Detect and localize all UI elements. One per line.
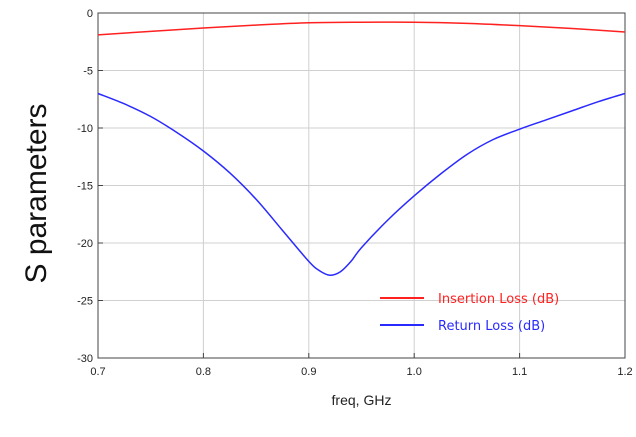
legend: Insertion Loss (dB) Return Loss (dB): [380, 292, 559, 334]
x-axis-ticks: 0.7 0.8 0.9 1.0 1.1 1.2: [90, 353, 633, 378]
legend-label: Insertion Loss (dB): [438, 292, 559, 307]
y-tick-label: -20: [77, 238, 93, 250]
grid: [98, 13, 625, 358]
x-tick-label: 0.9: [301, 366, 316, 378]
y-tick-label: -5: [83, 66, 93, 78]
y-axis-label: S parameters: [20, 103, 53, 283]
y-tick-label: -15: [77, 181, 93, 193]
x-tick-label: 0.8: [196, 366, 211, 378]
legend-label: Return Loss (dB): [438, 319, 545, 334]
return-loss-line: [97, 92, 626, 276]
x-tick-label: 1.2: [617, 366, 632, 378]
y-tick-label: -10: [77, 123, 93, 135]
insertion-loss-line: [97, 21, 626, 36]
x-axis-label: freq, GHz: [332, 392, 392, 408]
y-tick-label: -30: [77, 353, 93, 365]
series-lines: [97, 21, 626, 276]
x-tick-label: 0.7: [90, 366, 105, 378]
y-tick-label: -25: [77, 296, 93, 308]
y-tick-label: 0: [87, 8, 93, 20]
x-tick-label: 1.0: [407, 366, 422, 378]
x-tick-label: 1.1: [512, 366, 527, 378]
y-axis-ticks: 0 -5 -10 -15 -20 -25 -30: [77, 8, 103, 365]
